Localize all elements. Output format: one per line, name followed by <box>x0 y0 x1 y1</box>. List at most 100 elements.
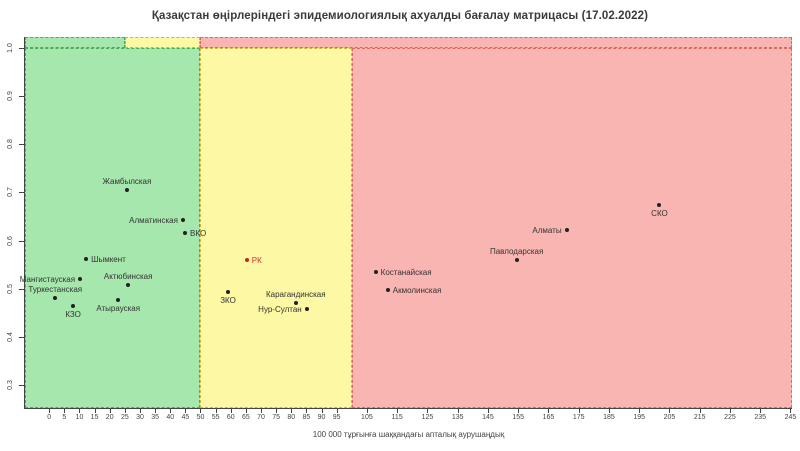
y-tick-label: 0.8 <box>7 139 14 150</box>
x-tick-label: 65 <box>241 414 250 421</box>
x-tick <box>200 409 202 413</box>
data-point <box>657 202 662 207</box>
x-tick-label: 185 <box>603 414 615 421</box>
x-tick <box>306 409 308 413</box>
y-tick <box>19 144 24 146</box>
x-tick-label: 95 <box>332 414 341 421</box>
x-tick-label: 10 <box>75 414 84 421</box>
data-point <box>71 303 76 308</box>
point-label: КЗО <box>65 309 81 319</box>
x-tick-label: 55 <box>211 414 220 421</box>
x-tick <box>94 409 96 413</box>
x-tick <box>139 409 141 413</box>
y-tick-label: 0.4 <box>7 331 14 342</box>
point-label: Атырауская <box>96 304 141 314</box>
x-tick-label: 35 <box>151 414 159 421</box>
y-tick <box>19 48 24 50</box>
x-tick-label: 245 <box>784 414 797 421</box>
data-point <box>226 290 231 295</box>
x-tick-label: 45 <box>181 414 190 421</box>
x-tick-label: 50 <box>196 414 205 421</box>
x-tick <box>760 409 762 413</box>
point-label: Мангистауская <box>19 275 76 285</box>
x-tick <box>124 409 126 413</box>
x-tick-label: 25 <box>120 414 129 421</box>
point-label: ЗКО <box>220 296 236 306</box>
x-tick-label: 165 <box>542 414 555 421</box>
data-point <box>385 288 390 293</box>
x-tick <box>639 409 641 413</box>
x-tick <box>336 409 338 413</box>
data-point <box>124 188 129 193</box>
data-point <box>293 301 298 306</box>
x-tick-label: 125 <box>421 414 434 421</box>
y-axis-line <box>24 37 25 408</box>
x-tick <box>245 409 247 413</box>
x-tick <box>170 409 172 413</box>
y-tick-label: 1.0 <box>7 43 14 53</box>
y-tick-label: 0.3 <box>7 380 14 390</box>
data-point <box>244 258 249 263</box>
x-tick <box>608 409 610 413</box>
zone-red-high-risk <box>351 48 792 408</box>
x-tick-label: 135 <box>451 414 464 421</box>
point-label: ВКО <box>190 229 207 239</box>
point-label: СКО <box>651 208 668 218</box>
point-label: Алматы <box>532 225 562 235</box>
x-tick-label: 175 <box>572 414 585 421</box>
x-tick-label: 75 <box>272 414 281 421</box>
y-tick <box>19 96 24 98</box>
x-tick <box>397 409 399 413</box>
x-tick <box>49 409 51 413</box>
x-tick-label: 145 <box>482 414 494 421</box>
x-tick-label: 85 <box>302 414 311 421</box>
point-label: Жамбылская <box>102 177 152 187</box>
x-tick-label: 15 <box>90 414 99 421</box>
x-tick <box>185 409 187 413</box>
y-tick-label: 0.9 <box>7 91 14 102</box>
point-label: Павлодарская <box>489 247 544 257</box>
x-tick <box>457 409 459 413</box>
x-tick <box>291 409 293 413</box>
data-point <box>183 231 188 236</box>
data-point <box>78 277 83 282</box>
x-tick <box>578 409 580 413</box>
point-label: Костанайская <box>380 268 432 278</box>
y-tick <box>19 240 24 242</box>
x-tick <box>276 409 278 413</box>
x-tick-label: 40 <box>166 414 175 421</box>
point-label: Акмолинская <box>392 286 442 296</box>
x-tick-label: 70 <box>257 414 265 421</box>
zone-yellow-medium-risk <box>200 48 352 408</box>
point-label: Шымкент <box>91 255 126 265</box>
x-tick <box>366 409 368 413</box>
data-point <box>126 283 131 288</box>
plot-area: 0 5 10 15 20 25 30 35 40 45 50 55 60 65 70 75 80 85 90 95 10… <box>7 37 796 421</box>
point-label: Нур-Султан <box>258 305 302 315</box>
point-label: Карагандинская <box>265 290 326 300</box>
x-tick <box>79 409 81 413</box>
x-tick <box>230 409 232 413</box>
data-point <box>180 218 185 223</box>
point-label: РК <box>251 256 262 266</box>
x-tick-label: 90 <box>317 414 326 421</box>
x-tick-label: 5 <box>62 414 67 421</box>
x-tick <box>487 409 489 413</box>
x-tick <box>729 409 731 413</box>
x-tick <box>64 409 66 413</box>
zone-green-top-band <box>25 37 125 49</box>
data-point <box>564 227 569 232</box>
zone-green-low-risk <box>25 48 201 408</box>
x-tick-label: 30 <box>136 414 144 421</box>
x-tick-label: 20 <box>105 414 114 421</box>
x-tick-label: 0 <box>47 414 52 421</box>
y-tick <box>19 192 24 194</box>
x-tick-label: 205 <box>663 414 676 421</box>
x-tick-label: 225 <box>724 414 736 421</box>
data-point <box>116 298 121 303</box>
x-tick-label: 155 <box>512 414 525 421</box>
x-tick <box>548 409 550 413</box>
point-label: Туркестанская <box>28 285 83 295</box>
chart-title: Қазақстан өңірлеріндегі эпидемиологиялық… <box>151 10 649 22</box>
